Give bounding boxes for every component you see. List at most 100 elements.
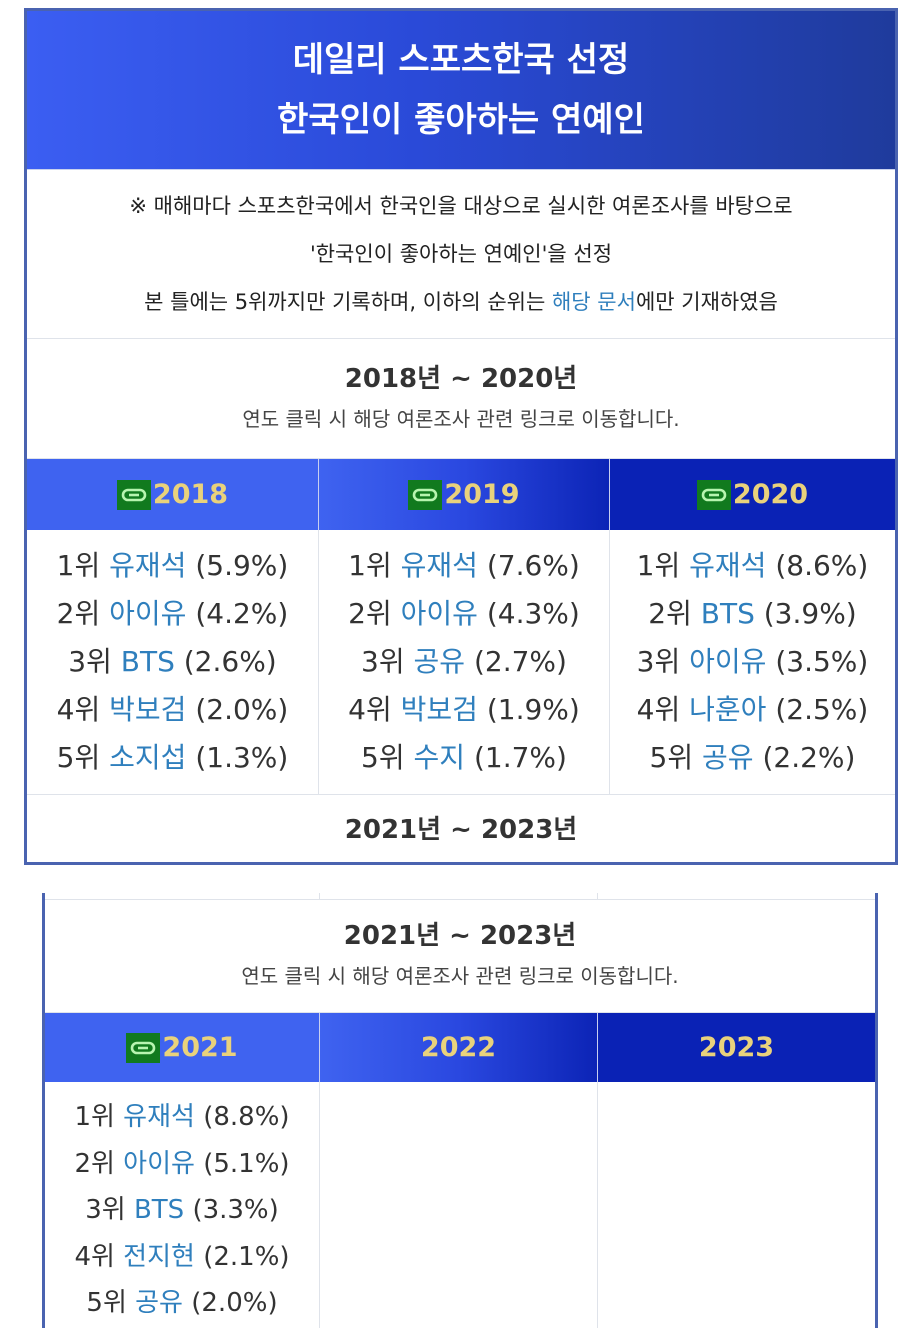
notice-line1: ※ 매해마다 스포츠한국에서 한국인을 대상으로 실시한 여론조사를 바탕으로: [129, 194, 793, 218]
ranking-item: 2위 아이유 (5.1%): [74, 1141, 289, 1188]
ranking-item: 4위 전지현 (2.1%): [74, 1234, 289, 1281]
rank-number: 2위: [74, 1148, 115, 1179]
celebrity-link[interactable]: 박보검: [400, 693, 478, 726]
year-2019-link[interactable]: 2019: [319, 459, 610, 530]
banner-title-line1: 데일리 스포츠한국 선정: [292, 40, 630, 80]
celebrity-link[interactable]: 유재석: [123, 1102, 195, 1132]
ranking-item: 4위 박보검 (2.0%): [57, 686, 289, 734]
link-icon: [126, 1032, 161, 1063]
celebrity-link[interactable]: 전지현: [123, 1241, 195, 1272]
relevant-document-link[interactable]: 해당 문서: [551, 290, 636, 314]
celebrity-link[interactable]: 아이유: [123, 1148, 195, 1179]
ranking-item: 4위 나훈아 (2.5%): [637, 686, 869, 734]
celebrity-link[interactable]: 나훈아: [689, 693, 767, 726]
percentage: (2.6%): [183, 645, 277, 678]
celebrity-link[interactable]: 박보검: [109, 693, 187, 726]
notice-line3: 본 틀에는 5위까지만 기록하며, 이하의 순위는 해당 문서에만 기재하였음: [144, 278, 778, 326]
percentage: (3.5%): [775, 645, 869, 678]
rank-number: 3위: [68, 645, 112, 678]
year-label: 2019: [444, 479, 520, 510]
ranking-item: 1위 유재석 (8.6%): [637, 542, 869, 590]
percentage: (2.1%): [203, 1241, 290, 1272]
celebrity-link[interactable]: 수지: [413, 741, 466, 774]
percentage: (4.3%): [486, 597, 580, 630]
percentage: (2.7%): [473, 645, 567, 678]
celebrity-link[interactable]: 유재석: [109, 549, 187, 582]
rank-number: 5위: [649, 741, 694, 774]
cell-edge: [320, 893, 598, 899]
rank-number: 1위: [348, 549, 392, 582]
rank-number: 5위: [56, 741, 101, 774]
ranking-list-2020: 1위 유재석 (8.6%) 2위 BTS (3.9%) 3위 아이유 (3.5%…: [610, 530, 895, 794]
favorite-celebrities-box-bottom: 2021년 ~ 2023년 연도 클릭 시 해당 여론조사 관련 링크로 이동합…: [42, 893, 878, 1328]
percentage: (3.9%): [763, 597, 857, 630]
ranking-list-2019: 1위 유재석 (7.6%) 2위 아이유 (4.3%) 3위 공유 (2.7%)…: [319, 530, 610, 794]
ranking-item: 5위 소지섭 (1.3%): [57, 734, 289, 782]
rank-number: 1위: [56, 549, 101, 582]
ranking-item: 5위 공유 (2.0%): [86, 1280, 277, 1327]
range-heading-2021-2023-collapsed: 2021년 ~ 2023년: [27, 795, 895, 865]
celebrity-link[interactable]: 아이유: [689, 645, 767, 678]
year-2023-header: 2023: [598, 1013, 875, 1082]
celebrity-link[interactable]: BTS: [133, 1195, 185, 1225]
year-2021-link[interactable]: 2021: [45, 1013, 320, 1082]
rank-number: 2위: [648, 597, 692, 630]
ranking-item: 1위 유재석 (5.9%): [57, 542, 289, 590]
cell-edge: [45, 893, 320, 899]
range-title: 2018년 ~ 2020년: [344, 363, 578, 394]
percentage: (5.1%): [203, 1148, 290, 1179]
range-title: 2021년 ~ 2023년: [344, 815, 578, 845]
notice-line3-text-before: 본 틀에는 5위까지만 기록하며, 이하의 순위는: [144, 290, 552, 314]
year-header-row: 2018 2019 2020: [27, 459, 895, 530]
ranking-item: 2위 아이유 (4.3%): [348, 590, 580, 638]
percentage: (1.3%): [195, 741, 289, 774]
percentage: (2.2%): [762, 741, 856, 774]
notice-line2: '한국인이 좋아하는 연예인'을 선정: [309, 242, 613, 266]
percentage: (5.9%): [195, 549, 289, 582]
percentage: (3.3%): [192, 1195, 279, 1225]
celebrity-link[interactable]: 소지섭: [109, 741, 187, 774]
rank-number: 5위: [361, 741, 405, 774]
rank-number: 2위: [56, 597, 101, 630]
ranking-item: 5위 공유 (2.2%): [650, 734, 856, 782]
percentage: (2.0%): [191, 1288, 278, 1318]
ranking-list-2018: 1위 유재석 (5.9%) 2위 아이유 (4.2%) 3위 BTS (2.6%…: [27, 530, 319, 794]
celebrity-link[interactable]: 아이유: [400, 597, 478, 630]
rank-number: 2위: [348, 597, 392, 630]
rank-number: 3위: [85, 1195, 126, 1225]
celebrity-link[interactable]: 공유: [135, 1288, 183, 1318]
range-heading-2021-2023: 2021년 ~ 2023년 연도 클릭 시 해당 여론조사 관련 링크로 이동합…: [45, 900, 875, 1013]
celebrity-link[interactable]: 아이유: [109, 597, 187, 630]
celebrity-link[interactable]: 공유: [413, 645, 466, 678]
range-subtitle: 연도 클릭 시 해당 여론조사 관련 링크로 이동합니다.: [241, 964, 679, 988]
rank-number: 5위: [86, 1288, 127, 1318]
percentage: (8.8%): [203, 1102, 290, 1132]
ranking-item: 3위 공유 (2.7%): [361, 638, 567, 686]
year-header-row: 2021 2022 2023: [45, 1013, 875, 1082]
rank-number: 4위: [348, 693, 392, 726]
rank-number: 4위: [636, 693, 681, 726]
ranking-item: 2위 BTS (3.9%): [648, 590, 856, 638]
year-label: 2021: [162, 1032, 238, 1063]
rank-number: 4위: [56, 693, 101, 726]
link-icon: [408, 479, 443, 510]
notice-line3-text-after: 에만 기재하였음: [635, 290, 778, 314]
celebrity-link[interactable]: 유재석: [400, 549, 478, 582]
celebrity-link[interactable]: BTS: [120, 645, 175, 678]
year-2018-link[interactable]: 2018: [27, 459, 319, 530]
ranking-row: 1위 유재석 (8.8%) 2위 아이유 (5.1%) 3위 BTS (3.3%…: [45, 1082, 875, 1328]
percentage: (8.6%): [775, 549, 869, 582]
percentage: (1.7%): [473, 741, 567, 774]
year-label: 2018: [152, 479, 229, 510]
year-2020-link[interactable]: 2020: [610, 459, 895, 530]
ranking-item: 5위 수지 (1.7%): [361, 734, 567, 782]
percentage: (2.5%): [775, 693, 869, 726]
percentage: (1.9%): [486, 693, 580, 726]
celebrity-link[interactable]: 공유: [702, 741, 754, 774]
title-banner: 데일리 스포츠한국 선정 한국인이 좋아하는 연예인: [27, 11, 895, 170]
celebrity-link[interactable]: BTS: [700, 597, 755, 630]
year-label: 2022: [420, 1032, 497, 1063]
celebrity-link[interactable]: 유재석: [689, 549, 767, 582]
rank-number: 3위: [361, 645, 405, 678]
range-title: 2021년 ~ 2023년: [343, 921, 577, 951]
